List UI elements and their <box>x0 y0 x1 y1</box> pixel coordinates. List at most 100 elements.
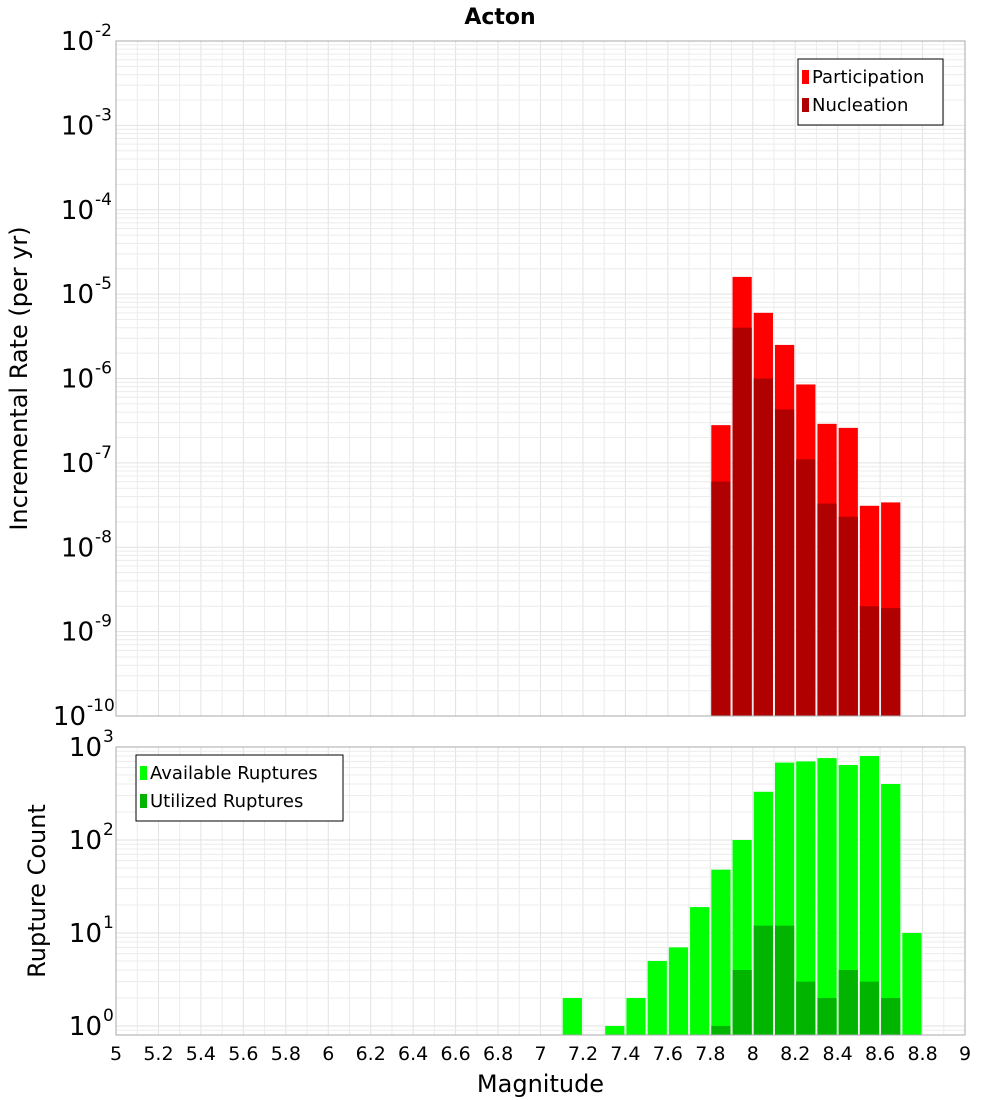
rupture-y-tick-base: 10 <box>69 1012 102 1042</box>
rupture-legend-swatch <box>140 794 147 808</box>
rupture-bar-utilized-ruptures <box>796 981 816 1035</box>
rate-y-tick-exponent: -8 <box>95 527 112 547</box>
rate-bar-nucleation <box>732 327 752 716</box>
magnitude-tick-label: 8.8 <box>907 1043 937 1065</box>
magnitude-tick-label: 6 <box>322 1043 334 1065</box>
magnitude-tick-label: 7.8 <box>695 1043 725 1065</box>
rate-y-tick-label: 10 <box>61 365 94 395</box>
magnitude-tick-label: 8 <box>747 1043 759 1065</box>
rupture-bar-available-ruptures <box>902 932 922 1035</box>
rupture-bar-available-ruptures <box>838 765 858 1035</box>
rupture-legend: Available Ruptures Utilized Ruptures <box>135 754 344 822</box>
rate-bar-nucleation <box>881 608 901 716</box>
rupture-y-tick-exponent: 3 <box>103 727 114 747</box>
rate-y-tick-exponent: -9 <box>95 612 112 632</box>
rate-y-tick-label: 10 <box>61 111 94 141</box>
rate-y-tick-base: 10 <box>61 449 94 479</box>
rate-y-tick-base: 10 <box>53 702 86 732</box>
magnitude-tick-label: 6.6 <box>440 1043 470 1065</box>
rate-y-tick-base: 10 <box>61 533 94 563</box>
rate-y-tick-exponent: -4 <box>95 190 112 210</box>
rupture-bar-utilized-ruptures <box>881 997 901 1035</box>
rate-y-tick-base: 10 <box>61 196 94 226</box>
rupture-y-tick-exponent: 0 <box>103 1006 114 1026</box>
rate-bar-nucleation <box>753 378 773 716</box>
rate-y-tick-base: 10 <box>61 27 94 57</box>
magnitude-tick-label: 7 <box>534 1043 546 1065</box>
rupture-legend-label: Available Ruptures <box>150 763 318 784</box>
magnitude-tick-label: 5.2 <box>143 1043 173 1065</box>
magnitude-tick-label: 6.8 <box>483 1043 513 1065</box>
rate-y-tick-exponent: -3 <box>95 105 112 125</box>
magnitude-tick-label: 9 <box>959 1043 971 1065</box>
rupture-panel-bars <box>562 756 922 1035</box>
magnitude-tick-label: 7.4 <box>610 1043 640 1065</box>
rate-y-tick-exponent: -2 <box>95 21 112 41</box>
rate-y-tick-exponent: -5 <box>95 274 112 294</box>
rupture-y-axis-label: Rupture Count <box>23 804 51 978</box>
magnitude-x-axis-label: Magnitude <box>477 1070 604 1098</box>
rate-bar-nucleation <box>796 459 816 716</box>
rupture-bar-available-ruptures <box>690 907 710 1035</box>
magnitude-tick-label: 7.2 <box>568 1043 598 1065</box>
rate-bar-nucleation <box>711 481 731 716</box>
rupture-bar-available-ruptures <box>881 784 901 1035</box>
rupture-bar-available-ruptures <box>647 960 667 1035</box>
rupture-bar-utilized-ruptures <box>711 1025 731 1035</box>
magnitude-tick-label: 7.6 <box>653 1043 683 1065</box>
rupture-y-tick-label: 10 <box>69 919 102 949</box>
magnitude-x-ticks: 5 5.2 5.4 5.6 5.8 6 6.2 6.4 6.6 6.8 7 7.2 7.4 7.6 7.8 8… <box>110 1043 971 1065</box>
rupture-legend-label: Utilized Ruptures <box>150 791 303 812</box>
rate-y-tick-base: 10 <box>61 280 94 310</box>
magnitude-tick-label: 8.4 <box>823 1043 853 1065</box>
rate-legend-swatch <box>802 70 809 84</box>
rate-y-tick-base: 10 <box>61 111 94 141</box>
rupture-panel-frame <box>115 746 966 1036</box>
rate-legend-swatch <box>802 98 809 112</box>
magnitude-tick-label: 8.2 <box>780 1043 810 1065</box>
rupture-y-tick-label: 10 <box>69 826 102 856</box>
rupture-y-tick-base: 10 <box>69 826 102 856</box>
rupture-legend-box <box>135 754 344 822</box>
rate-y-tick-label: 10 <box>53 702 86 732</box>
rupture-bar-available-ruptures <box>668 947 689 1035</box>
rate-y-tick-base: 10 <box>61 365 94 395</box>
rate-y-axis-label: Incremental Rate (per yr) <box>5 226 33 530</box>
rate-y-tick-exponent: -7 <box>95 443 112 463</box>
rate-y-tick-exponent: -6 <box>95 359 112 379</box>
rupture-bar-available-ruptures <box>711 869 731 1035</box>
rate-panel-frame <box>115 40 966 717</box>
rupture-y-tick-exponent: 2 <box>103 820 114 840</box>
rate-y-tick-label: 10 <box>61 27 94 57</box>
rate-panel-bars <box>711 276 901 716</box>
magnitude-tick-label: 8.6 <box>865 1043 895 1065</box>
rate-y-tick-label: 10 <box>61 533 94 563</box>
rate-y-tick-exponent: -10 <box>87 696 115 716</box>
rate-bar-nucleation <box>774 409 795 716</box>
rupture-legend-swatch <box>140 766 147 780</box>
magnitude-tick-label: 5 <box>110 1043 122 1065</box>
rupture-bar-utilized-ruptures <box>774 925 795 1035</box>
rupture-bar-available-ruptures <box>605 1025 625 1035</box>
rupture-bar-available-ruptures <box>796 761 816 1035</box>
rupture-bar-available-ruptures <box>859 756 880 1035</box>
rupture-y-tick-label: 10 <box>69 1012 102 1042</box>
rupture-bar-utilized-ruptures <box>732 969 752 1035</box>
rupture-y-tick-base: 10 <box>69 919 102 949</box>
rupture-y-tick-label: 10 <box>69 733 102 763</box>
magnitude-tick-label: 6.4 <box>398 1043 428 1065</box>
rate-y-tick-label: 10 <box>61 280 94 310</box>
chart-title: Acton <box>464 5 535 30</box>
rate-legend-label: Nucleation <box>812 95 908 116</box>
rate-y-tick-base: 10 <box>61 618 94 648</box>
rate-y-tick-label: 10 <box>61 449 94 479</box>
rate-y-tick-label: 10 <box>61 196 94 226</box>
magnitude-tick-label: 5.8 <box>271 1043 301 1065</box>
rate-y-tick-label: 10 <box>61 618 94 648</box>
rupture-bar-available-ruptures <box>817 758 837 1035</box>
